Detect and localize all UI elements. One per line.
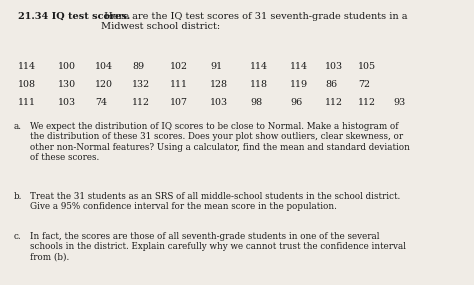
Text: 120: 120 (95, 80, 113, 89)
Text: b.: b. (14, 192, 22, 201)
Text: 105: 105 (358, 62, 376, 71)
Text: 72: 72 (358, 80, 370, 89)
Text: 108: 108 (18, 80, 36, 89)
Text: 107: 107 (170, 98, 188, 107)
Text: In fact, the scores are those of all seventh-grade students in one of the severa: In fact, the scores are those of all sev… (30, 232, 406, 262)
Text: 103: 103 (325, 62, 343, 71)
Text: 119: 119 (290, 80, 308, 89)
Text: 112: 112 (358, 98, 376, 107)
Text: We expect the distribution of IQ scores to be close to Normal. Make a histogram : We expect the distribution of IQ scores … (30, 122, 410, 162)
Text: 128: 128 (210, 80, 228, 89)
Text: 103: 103 (210, 98, 228, 107)
Text: 118: 118 (250, 80, 268, 89)
Text: c.: c. (14, 232, 22, 241)
Text: 111: 111 (170, 80, 188, 89)
Text: 132: 132 (132, 80, 150, 89)
Text: 96: 96 (290, 98, 302, 107)
Text: 100: 100 (58, 62, 76, 71)
Text: 112: 112 (132, 98, 150, 107)
Text: 21.34 IQ test scores.: 21.34 IQ test scores. (18, 12, 130, 21)
Text: 103: 103 (58, 98, 76, 107)
Text: 86: 86 (325, 80, 337, 89)
Text: 111: 111 (18, 98, 36, 107)
Text: 89: 89 (132, 62, 144, 71)
Text: 104: 104 (95, 62, 113, 71)
Text: Here are the IQ test scores of 31 seventh-grade students in a
Midwest school dis: Here are the IQ test scores of 31 sevent… (101, 12, 408, 31)
Text: 114: 114 (18, 62, 36, 71)
Text: Treat the 31 students as an SRS of all middle-school students in the school dist: Treat the 31 students as an SRS of all m… (30, 192, 400, 211)
Text: 102: 102 (170, 62, 188, 71)
Text: 91: 91 (210, 62, 222, 71)
Text: a.: a. (14, 122, 22, 131)
Text: 98: 98 (250, 98, 262, 107)
Text: 114: 114 (250, 62, 268, 71)
Text: 114: 114 (290, 62, 308, 71)
Text: 93: 93 (393, 98, 405, 107)
Text: 130: 130 (58, 80, 76, 89)
Text: 74: 74 (95, 98, 107, 107)
Text: 112: 112 (325, 98, 343, 107)
